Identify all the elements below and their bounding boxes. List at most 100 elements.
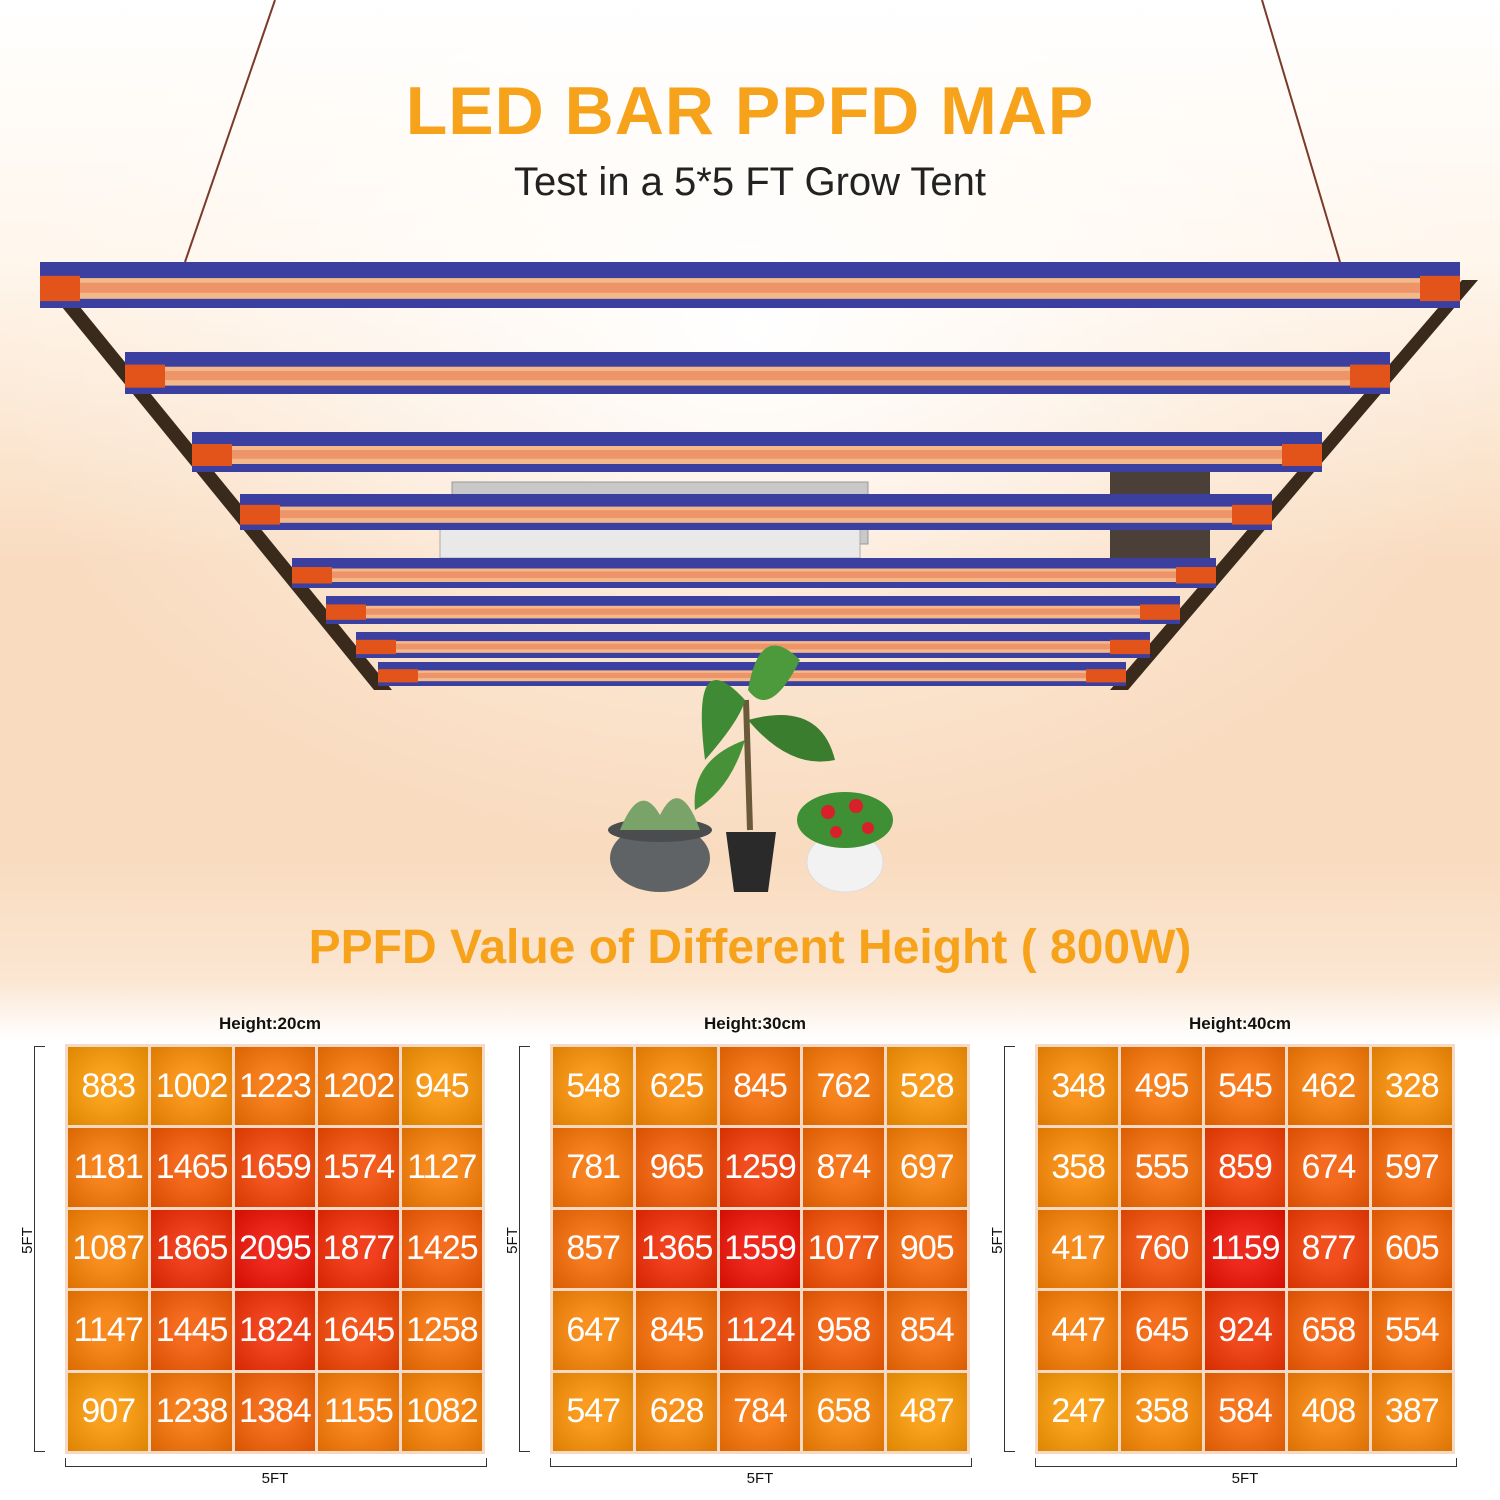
led-bar-end-cap [1110, 639, 1150, 655]
ppfd-cell: 645 [1121, 1291, 1202, 1370]
side-dimension-label: 5FT [988, 1227, 1006, 1254]
ppfd-cell: 545 [1204, 1047, 1286, 1126]
ppfd-cell: 358 [1121, 1372, 1202, 1451]
ppfd-cell: 697 [886, 1128, 967, 1207]
led-bars [40, 262, 1460, 686]
side-dimension-bracket [1004, 1046, 1015, 1452]
ppfd-cell: 1087 [68, 1209, 149, 1289]
bottom-dimension-label: 5FT [1231, 1470, 1259, 1487]
ppfd-cell: 647 [553, 1291, 634, 1370]
bottom-dimension-label: 5FT [261, 1470, 289, 1487]
hanging-wire-right [1261, 0, 1341, 263]
ppfd-cell: 857 [553, 1209, 634, 1289]
ppfd-cell: 845 [719, 1047, 801, 1126]
ppfd-cell: 1425 [401, 1209, 482, 1289]
bottom-dimension-bracket [550, 1458, 972, 1467]
ppfd-cell: 1238 [151, 1372, 232, 1451]
ppfd-cell: 547 [553, 1372, 634, 1451]
ppfd-grid: 883 1002 1223 1202 945 1181 1465 1659 1574 1127 10… [65, 1044, 485, 1454]
led-bar-end-cap [1282, 444, 1322, 466]
ppfd-cell: 924 [1204, 1291, 1286, 1370]
ppfd-cell: 1181 [68, 1128, 149, 1207]
side-dimension-label: 5FT [18, 1227, 36, 1254]
driver-box-left-base [439, 527, 861, 559]
side-rail-left [40, 280, 392, 690]
led-diode-red-row [80, 282, 1420, 293]
ppfd-cell: 417 [1038, 1209, 1119, 1289]
led-diode-red-row [366, 608, 1140, 615]
page-subtitle: Test in a 5*5 FT Grow Tent [513, 160, 987, 204]
ppfd-cell: 1159 [1204, 1209, 1286, 1289]
led-bar-end-cap [292, 567, 332, 584]
led-bar-end-cap [1420, 275, 1460, 302]
ppfd-cell: 1259 [719, 1128, 801, 1207]
ppfd-grid: 348 495 545 462 328 358 555 859 674 597 417 760 1159… [1035, 1044, 1455, 1454]
ppfd-cell: 1077 [803, 1209, 884, 1289]
led-bar-end-cap [356, 639, 396, 655]
side-dimension-bracket [519, 1046, 530, 1452]
ppfd-grid: 548 625 845 762 528 781 965 1259 874 697 857 1365 15… [550, 1044, 970, 1454]
ppfd-cell: 1559 [719, 1209, 801, 1289]
ppfd-cell: 1147 [68, 1291, 149, 1370]
ppfd-cell: 495 [1121, 1047, 1202, 1126]
ppfd-map-20cm: Height:20cm 5FT 883 1002 1223 1202 945 1181 14… [18, 1010, 487, 1490]
ppfd-map-30cm: Height:30cm 5FT 548 625 845 762 528 781 965 125… [503, 1010, 972, 1490]
ppfd-cell: 247 [1038, 1372, 1119, 1451]
ppfd-cell: 760 [1121, 1209, 1202, 1289]
ppfd-cell: 625 [636, 1047, 717, 1126]
ppfd-cell: 348 [1038, 1047, 1119, 1126]
led-diode-red-row [280, 510, 1232, 519]
led-bar-end-cap [1232, 504, 1272, 525]
bottom-dimension-bracket [1035, 1458, 1457, 1467]
map-height-label: Height:30cm [703, 1014, 807, 1033]
led-bar-end-cap [378, 669, 418, 683]
ppfd-cell: 658 [1288, 1291, 1369, 1370]
potted-plants-icon [608, 645, 893, 893]
ppfd-cell: 845 [636, 1291, 717, 1370]
ppfd-cell: 877 [1288, 1209, 1369, 1289]
ppfd-cell: 605 [1371, 1209, 1452, 1289]
led-bar-end-cap [240, 504, 280, 525]
led-bar-end-cap [326, 604, 366, 620]
bottom-dimension-bracket [65, 1458, 487, 1467]
side-dimension-label: 5FT [503, 1227, 521, 1254]
ppfd-cell: 1202 [318, 1047, 399, 1126]
ppfd-cell: 447 [1038, 1291, 1119, 1370]
ppfd-cell: 859 [1204, 1128, 1286, 1207]
ppfd-cell: 462 [1288, 1047, 1369, 1126]
bottom-dimension-label: 5FT [746, 1470, 774, 1487]
ppfd-cell: 1659 [234, 1128, 316, 1207]
ppfd-cell: 358 [1038, 1128, 1119, 1207]
ppfd-cell: 584 [1204, 1372, 1286, 1451]
ppfd-cell: 2095 [234, 1209, 316, 1289]
ppfd-cell: 762 [803, 1047, 884, 1126]
ppfd-cell: 854 [886, 1291, 967, 1370]
ppfd-cell: 945 [401, 1047, 482, 1126]
led-bar-end-cap [1350, 364, 1390, 388]
led-bar-end-cap [192, 444, 232, 466]
ppfd-cell: 965 [636, 1128, 717, 1207]
ppfd-cell: 905 [886, 1209, 967, 1289]
led-bar-fixture-illustration [40, 0, 1478, 893]
ppfd-cell: 1124 [719, 1291, 801, 1370]
ppfd-cell: 1223 [234, 1047, 316, 1126]
ppfd-cell: 597 [1371, 1128, 1452, 1207]
led-bar-end-cap [125, 364, 165, 388]
page-title: LED BAR PPFD MAP [405, 73, 1095, 149]
led-bar-end-cap [1086, 669, 1126, 683]
ppfd-cell: 1127 [401, 1128, 482, 1207]
ppfd-cell: 907 [68, 1372, 149, 1451]
ppfd-cell: 528 [886, 1047, 967, 1126]
ppfd-cell: 408 [1288, 1372, 1369, 1451]
ppfd-cell: 628 [636, 1372, 717, 1451]
ppfd-cell: 554 [1371, 1291, 1452, 1370]
ppfd-cell: 1877 [318, 1209, 399, 1289]
section-title: PPFD Value of Different Height ( 800W) [308, 921, 1192, 974]
ppfd-cell: 328 [1371, 1047, 1452, 1126]
ppfd-cell: 1574 [318, 1128, 399, 1207]
led-diode-red-row [232, 450, 1282, 459]
ppfd-cell: 1258 [401, 1291, 482, 1370]
ppfd-cell: 1465 [151, 1128, 232, 1207]
ppfd-cell: 1155 [318, 1372, 399, 1451]
ppfd-cell: 784 [719, 1372, 801, 1451]
